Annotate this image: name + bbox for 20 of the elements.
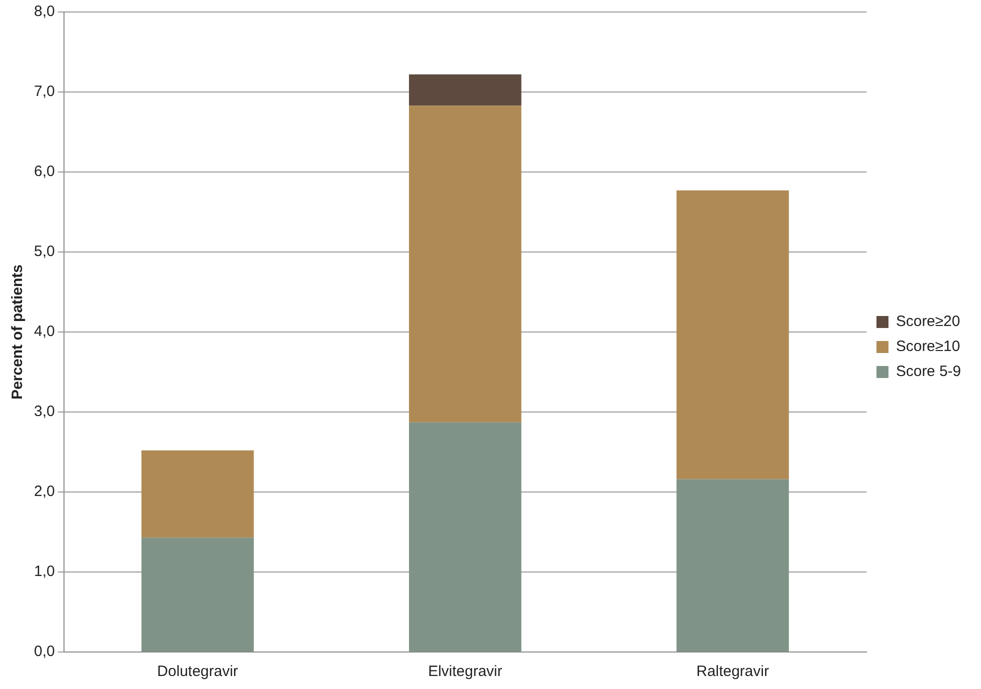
y-tick-label: 7,0 xyxy=(34,83,55,100)
x-tick-label: Dolutegravir xyxy=(157,663,238,680)
bar xyxy=(408,74,522,106)
legend-label: Score≥20 xyxy=(896,313,960,330)
legend-label: Score 5-9 xyxy=(896,363,962,380)
y-axis-title: Percent of patients xyxy=(9,264,26,400)
y-tick-label: 0,0 xyxy=(34,643,55,660)
y-tick-label: 6,0 xyxy=(34,163,55,180)
y-tick-label: 5,0 xyxy=(34,243,55,260)
legend-label: Score≥10 xyxy=(896,338,960,356)
y-tick-label: 8,0 xyxy=(34,3,55,20)
bar xyxy=(676,190,789,480)
y-tick-label: 3,0 xyxy=(34,403,55,420)
x-tick-label: Raltegravir xyxy=(696,663,769,680)
y-tick-label: 4,0 xyxy=(34,323,55,340)
bar xyxy=(141,450,254,538)
y-tick-label: 2,0 xyxy=(34,483,55,500)
x-tick-label: Elvitegravir xyxy=(428,663,502,680)
y-tick-label: 1,0 xyxy=(34,563,55,580)
bar xyxy=(408,106,522,422)
